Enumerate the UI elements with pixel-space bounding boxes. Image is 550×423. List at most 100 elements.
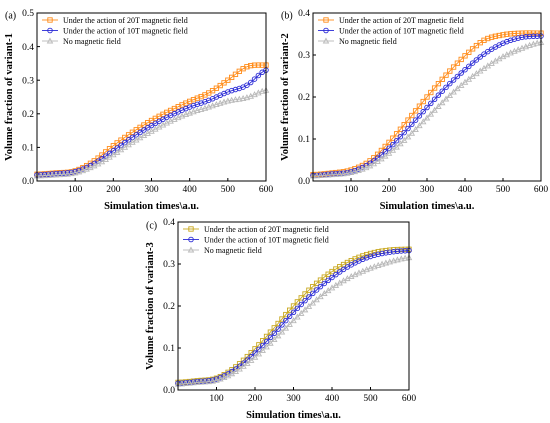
data-point	[504, 31, 510, 37]
data-point	[332, 170, 340, 177]
data-point	[290, 309, 297, 316]
data-point	[390, 135, 396, 141]
data-point	[435, 92, 442, 98]
x-tick-label: 300	[144, 185, 159, 195]
legend-label: Under the action of 20T magnetic field	[63, 16, 188, 25]
data-point	[232, 96, 239, 103]
series-line	[36, 69, 267, 176]
legend-label: Under the action of 20T magnetic field	[339, 16, 464, 25]
y-tick-label: 0.0	[298, 177, 310, 187]
data-point	[244, 82, 250, 88]
data-point	[221, 80, 227, 86]
data-point	[213, 376, 220, 383]
y-tick-label: 0.3	[22, 76, 34, 86]
x-tick-label: 200	[382, 185, 397, 195]
data-point	[404, 133, 412, 140]
data-point	[375, 251, 381, 258]
legend-label: Under the action of 10T magnetic field	[63, 26, 188, 35]
y-tick-label: 0.1	[163, 344, 175, 354]
legend-marker	[188, 226, 194, 232]
series-3	[33, 86, 270, 179]
data-point	[255, 350, 263, 357]
data-point	[462, 53, 468, 59]
data-point	[286, 320, 293, 327]
data-point	[271, 330, 278, 337]
data-point	[224, 97, 232, 104]
y-tick-label: 0.4	[298, 9, 310, 19]
data-point	[52, 171, 60, 178]
data-point	[385, 149, 393, 156]
data-point	[201, 378, 209, 385]
y-tick-label: 0.2	[163, 302, 175, 312]
data-point	[488, 34, 495, 40]
legend-marker	[323, 17, 329, 23]
data-point	[240, 357, 247, 363]
series-line	[177, 250, 409, 384]
data-point	[41, 172, 48, 179]
data-point	[56, 171, 64, 178]
legend-label: No magnetic field	[204, 246, 262, 255]
data-point	[209, 102, 216, 109]
data-point	[454, 85, 461, 92]
data-point	[313, 296, 320, 303]
data-point	[343, 169, 351, 176]
data-point	[321, 171, 328, 178]
data-point	[95, 155, 101, 161]
data-point	[267, 334, 274, 341]
data-point	[313, 287, 320, 293]
data-point	[409, 112, 415, 119]
data-point	[416, 113, 423, 119]
data-point	[301, 306, 309, 313]
data-point	[79, 167, 87, 174]
data-point	[447, 68, 453, 74]
data-point	[473, 57, 480, 63]
data-point	[394, 248, 401, 255]
data-point	[439, 76, 445, 82]
data-point	[530, 30, 537, 36]
data-point	[511, 36, 518, 42]
data-point	[420, 108, 426, 115]
data-point	[511, 30, 518, 37]
x-tick-label: 600	[402, 394, 417, 404]
legend-label: Under the action of 10T magnetic field	[204, 235, 329, 244]
data-point	[190, 108, 197, 115]
data-point	[500, 32, 506, 38]
chart-panel-3: (c) 100 200 300 400 500 600 0.0 0.1 0.2 0.3 0.4 Simu…	[145, 218, 416, 421]
data-point	[317, 283, 324, 290]
data-point	[461, 78, 469, 85]
y-tick-label: 0.4	[163, 218, 175, 228]
data-point	[412, 125, 419, 132]
data-point	[75, 168, 83, 175]
legend: Under the action of 20T magnetic fieldUn…	[42, 16, 188, 46]
data-point	[374, 155, 381, 161]
data-point	[427, 110, 435, 117]
data-point	[110, 143, 116, 149]
data-point	[182, 111, 190, 118]
data-point	[286, 313, 293, 320]
data-point	[201, 104, 209, 111]
data-point	[336, 269, 343, 275]
x-tick-label: 200	[248, 394, 263, 404]
series-3	[174, 254, 413, 387]
data-point	[279, 322, 285, 328]
data-point	[267, 339, 274, 346]
data-point	[186, 109, 193, 116]
series-line	[313, 35, 541, 176]
data-point	[259, 62, 265, 68]
data-point	[374, 261, 382, 268]
data-point	[244, 359, 251, 366]
data-point	[64, 170, 71, 177]
x-tick-label: 100	[68, 185, 83, 195]
data-point	[263, 333, 270, 340]
data-point	[390, 257, 397, 264]
data-point	[243, 94, 251, 101]
data-point	[526, 33, 533, 40]
data-point	[306, 287, 312, 293]
legend-label: No magnetic field	[63, 37, 121, 46]
data-point	[194, 95, 200, 101]
data-point	[515, 35, 521, 41]
data-point	[190, 379, 197, 386]
data-point	[317, 293, 324, 300]
x-tick-label: 500	[496, 185, 511, 195]
data-point	[469, 46, 476, 52]
